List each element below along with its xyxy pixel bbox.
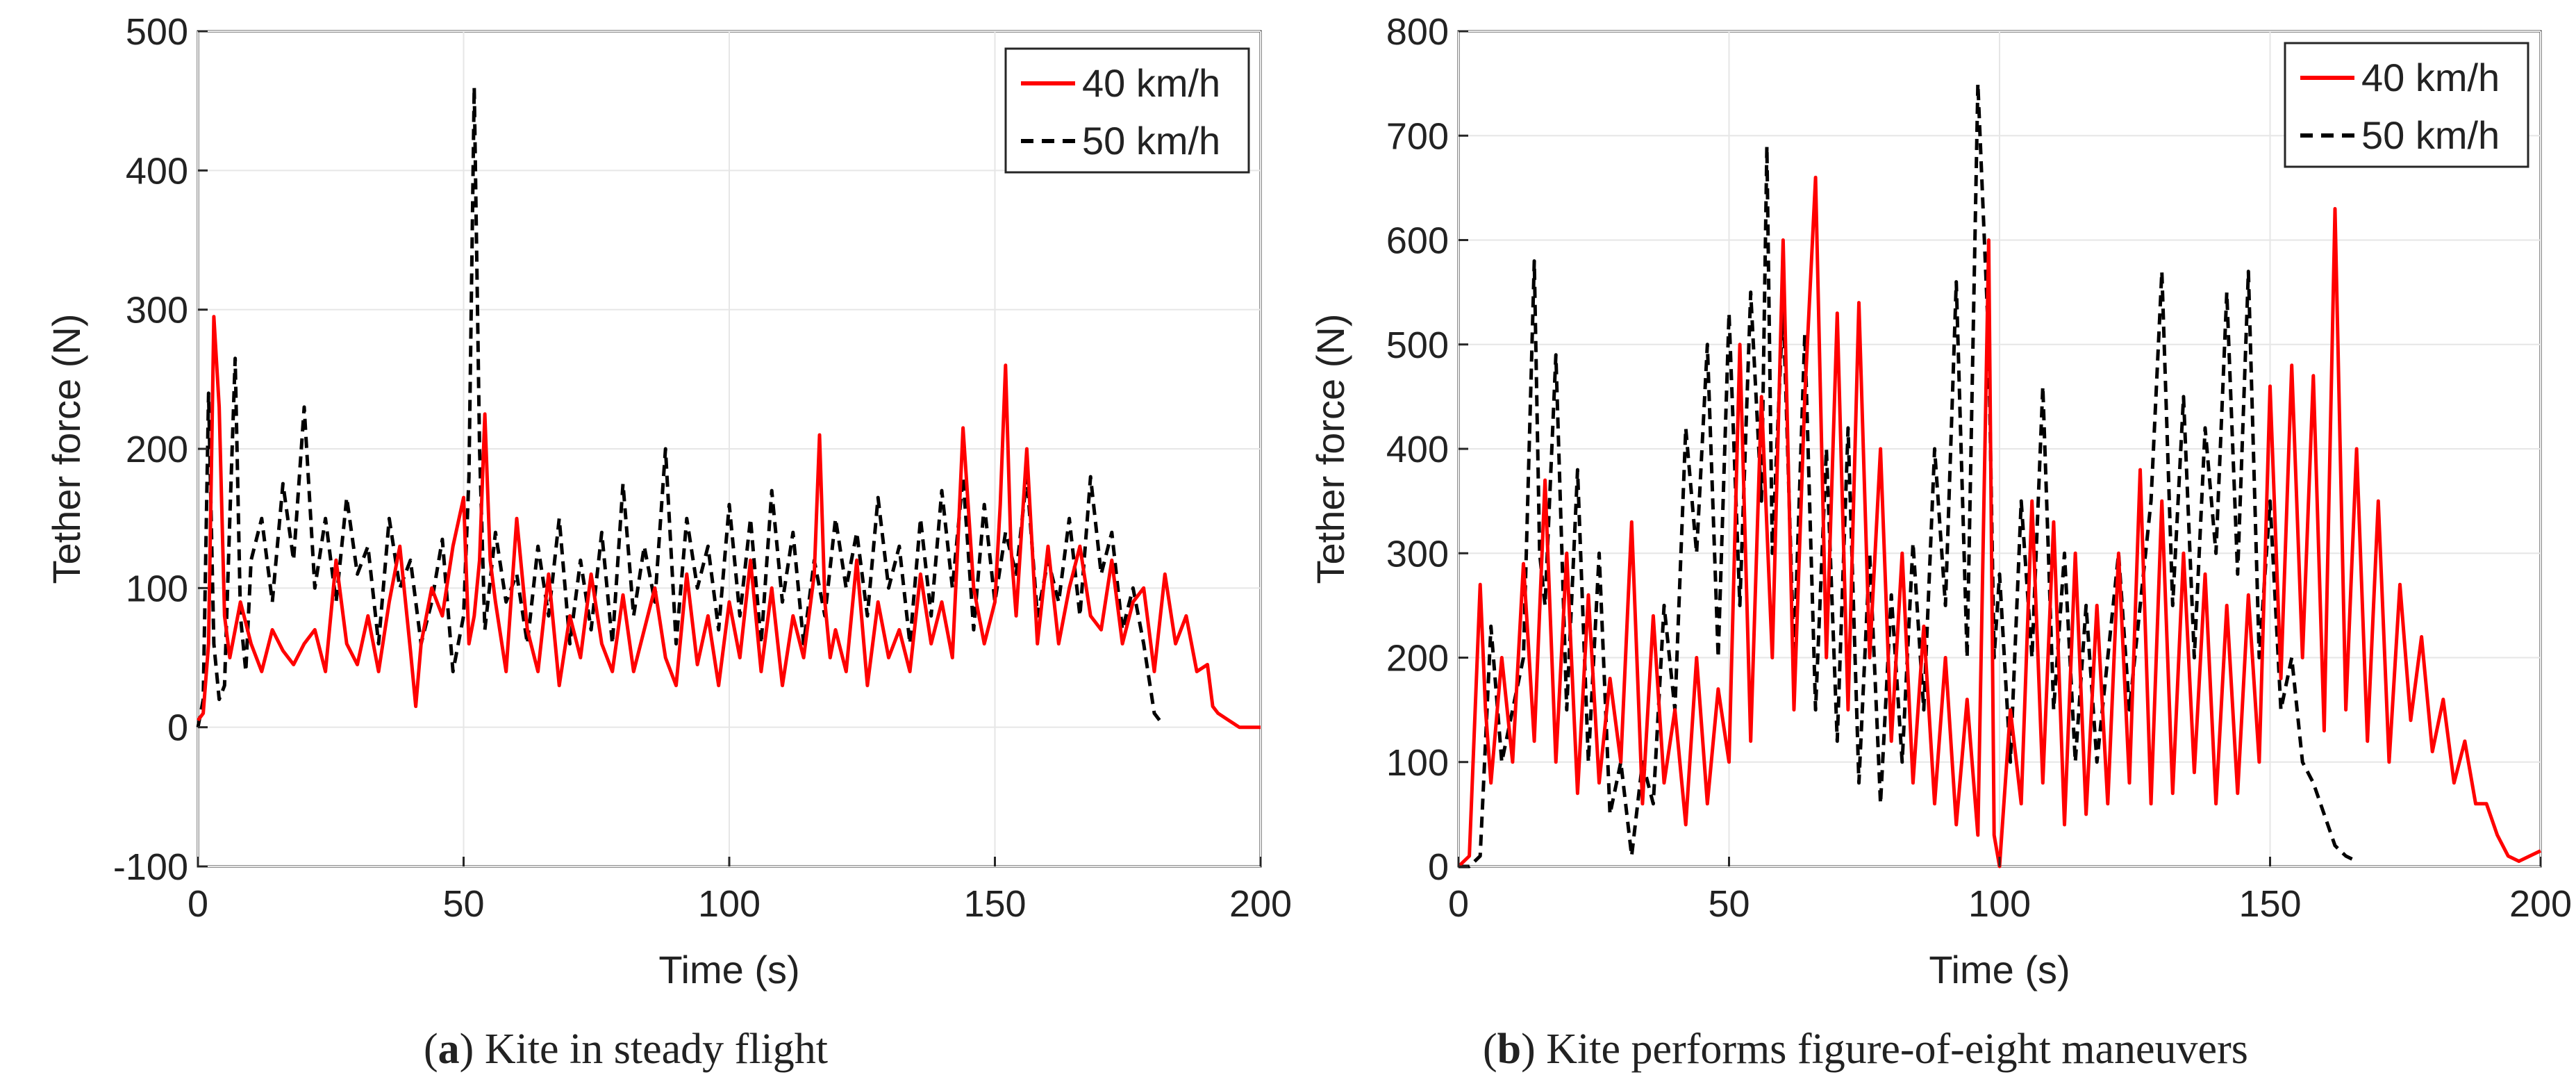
x-axis-label-a: Time (s) (658, 948, 799, 992)
x-axis-label-b: Time (s) (1929, 948, 2070, 992)
caption-text-a: Kite in steady flight (485, 1026, 828, 1073)
caption-b: (b) Kite performs figure-of-eight maneuv… (1483, 1026, 2248, 1073)
y-tick-label: 0 (1428, 846, 1449, 888)
y-tick-label: 500 (1386, 324, 1449, 366)
caption-letter-a: a (438, 1026, 460, 1073)
y-tick-label: 500 (126, 11, 188, 53)
x-tick-label: 200 (2509, 883, 2572, 925)
legend-label-40kmh-a: 40 km/h (1082, 61, 1220, 105)
caption-letter-b: b (1497, 1026, 1521, 1073)
y-tick-label: 100 (126, 568, 188, 609)
legend-box-a (1004, 47, 1250, 174)
y-tick-label: 200 (1386, 638, 1449, 680)
legend-a: 40 km/h 50 km/h (1004, 47, 1250, 174)
y-tick-label: 700 (1386, 115, 1449, 157)
y-tick-label: 600 (1386, 220, 1449, 262)
y-tick-label: -100 (113, 846, 188, 888)
y-tick-label: 400 (126, 150, 188, 192)
ticks-b: 0 50 100 150 200 0 100 200 300 400 500 600 700 800 (1386, 11, 2572, 925)
legend-label-40kmh-b: 40 km/h (2361, 56, 2500, 99)
legend-b: 40 km/h 50 km/h (2284, 42, 2529, 168)
y-tick-label: 400 (1386, 429, 1449, 470)
y-tick-label: 300 (1386, 533, 1449, 575)
x-tick-label: 50 (442, 883, 484, 925)
y-tick-label: 200 (126, 429, 188, 470)
series-lines-b (1457, 81, 2542, 869)
caption-a-close-paren: ) (460, 1026, 485, 1073)
series-line-40kmh (197, 315, 1261, 730)
series-lines-a (196, 85, 1261, 730)
y-tick-label: 100 (1386, 742, 1449, 784)
y-tick-label: 800 (1386, 11, 1449, 53)
x-tick-label: 0 (1448, 883, 1469, 925)
caption-text-b: Kite performs figure-of-eight maneuvers (1546, 1026, 2248, 1073)
y-axis-label-b: Tether force (N) (1308, 314, 1352, 584)
y-tick-label: 0 (167, 707, 188, 749)
y-axis-label-a: Tether force (N) (44, 314, 88, 584)
x-tick-label: 150 (2238, 883, 2301, 925)
panel-b-chart: 0 50 100 150 200 0 100 200 300 400 500 600 700 800 Ti… (1308, 11, 2572, 1073)
legend-label-50kmh-a: 50 km/h (1082, 119, 1220, 163)
series-line-50kmh (1459, 81, 2358, 869)
caption-a-open-paren: ( (424, 1026, 438, 1073)
x-tick-label: 100 (1968, 883, 2031, 925)
x-tick-label: 150 (963, 883, 1026, 925)
legend-label-50kmh-b: 50 km/h (2361, 113, 2500, 157)
x-tick-label: 50 (1708, 883, 1750, 925)
y-tick-label: 300 (126, 290, 188, 331)
x-tick-label: 200 (1229, 883, 1292, 925)
caption-b-close-paren: ) (1521, 1026, 1546, 1073)
legend-box-b (2284, 42, 2529, 168)
caption-b-open-paren: ( (1483, 1026, 1497, 1073)
x-tick-label: 100 (698, 883, 761, 925)
series-line-40kmh (1457, 175, 2542, 869)
caption-a: (a) Kite in steady flight (424, 1026, 828, 1073)
x-tick-label: 0 (188, 883, 208, 925)
